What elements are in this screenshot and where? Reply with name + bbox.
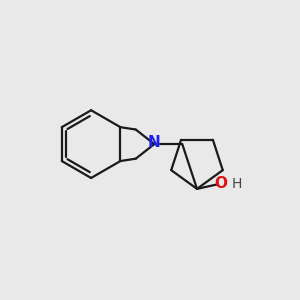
Text: O: O xyxy=(214,176,227,191)
Text: H: H xyxy=(232,177,242,190)
Text: N: N xyxy=(148,135,161,150)
